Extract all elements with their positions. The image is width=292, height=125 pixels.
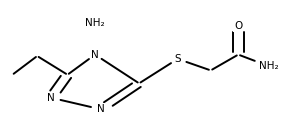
Text: NH₂: NH₂ [85,18,105,28]
Text: N: N [47,93,55,103]
Text: N: N [91,50,99,60]
Text: N: N [97,104,105,114]
Text: O: O [234,21,242,31]
Text: S: S [174,54,181,64]
Text: NH₂: NH₂ [259,61,278,71]
